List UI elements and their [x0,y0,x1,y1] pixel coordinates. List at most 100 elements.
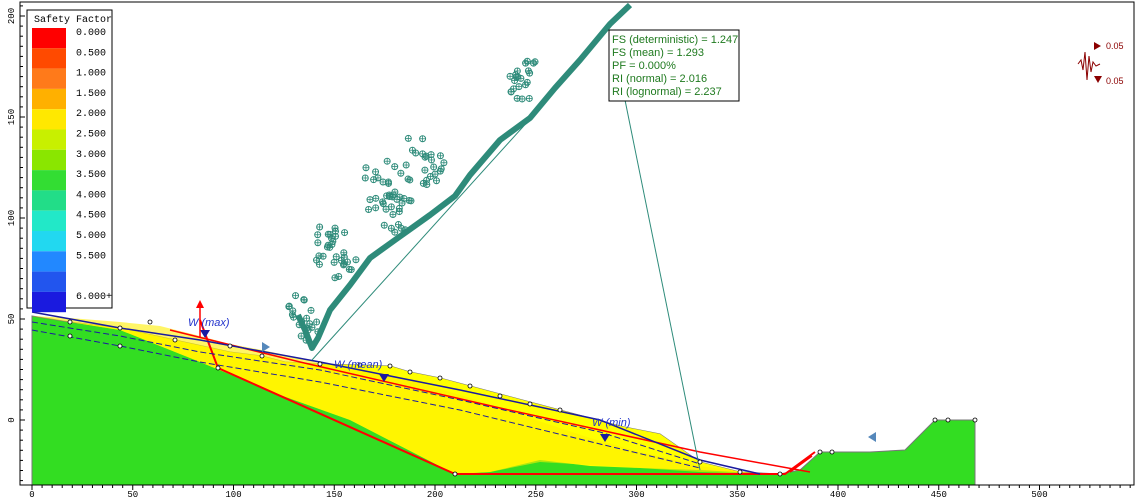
x-axis: 0 50 100 150 200 250 300 350 400 450 500 [20,484,1134,499]
water-label-min: W (min) [592,417,631,429]
x-tick-label: 350 [729,490,745,499]
vertex-marker [527,401,533,407]
vertex-marker [777,471,783,477]
x-tick-label: 150 [326,490,342,499]
x-tick-label: 200 [427,490,443,499]
vertex-marker [737,469,743,475]
slope-limit-marker-icon [868,432,876,442]
legend: Safety Factor 0.000 0.500 1.000 1.500 2.000 2… [26,9,113,313]
legend-label: 2.500 [76,130,106,141]
vertex-marker [172,337,178,343]
water-label-max: W (max) [188,317,230,329]
x-tick-label: 250 [528,490,544,499]
legend-swatch [32,129,66,150]
info-line-fs-mean: FS (mean) = 1.293 [612,47,704,59]
legend-label: 1.000 [76,69,106,80]
water-marker-icon [379,374,389,382]
legend-swatch [32,109,66,130]
seismic-horizontal-value: 0.05 [1106,41,1124,51]
vertex-marker [387,363,393,369]
vertex-marker [215,365,221,371]
scatter-points [285,57,539,344]
legend-swatch [32,190,66,211]
legend-label: 4.500 [76,211,106,222]
water-marker-icon [200,330,210,338]
water-marker-icon [600,434,610,442]
x-tick-label: 400 [830,490,846,499]
water-table-mean [31,321,701,465]
water-table-min [31,329,701,469]
vertex-marker [67,333,73,339]
legend-label: 1.500 [76,89,106,100]
y-tick-label: 100 [7,210,17,226]
seismic-vertical-value: 0.05 [1106,76,1124,86]
vertex-marker [117,325,123,331]
seismic-horizontal-arrow-icon [1094,42,1101,50]
vertex-marker [259,353,265,359]
info-line-pf: PF = 0.000% [612,60,676,72]
x-tick-label: 0 [29,490,34,499]
vertex-marker [817,449,823,455]
vertex-marker [67,319,73,325]
legend-swatch [32,68,66,89]
x-tick-label: 450 [931,490,947,499]
vertex-marker [697,459,703,465]
y-tick-label: 200 [7,8,17,24]
info-leader-line [624,99,701,471]
legend-label: 3.500 [76,170,106,181]
slope-limit-marker-icon [262,342,270,352]
legend-swatch [32,48,66,69]
vertex-marker [227,343,233,349]
legend-swatch [32,170,66,191]
vertex-marker [557,407,563,413]
legend-swatch [32,88,66,110]
vertex-marker [497,393,503,399]
legend-items: 0.000 0.500 1.000 1.500 2.000 2.500 3.000 3.500… [32,28,112,313]
seismic-wave-icon [1077,51,1101,81]
legend-label: 2.000 [76,109,106,120]
y-tick-label: 50 [7,314,17,325]
water-table-max [31,311,761,475]
legend-label: 5.500 [76,251,106,262]
info-line-fs-deterministic: FS (deterministic) = 1.247 [612,34,738,46]
vertex-marker [932,417,938,423]
vertex-marker [467,383,473,389]
legend-label: 4.000 [76,190,106,201]
vertex-marker [317,361,323,367]
trajectory-path [295,2,633,351]
legend-swatch [32,210,66,231]
legend-swatch [32,149,66,171]
seismic-vertical-arrow-icon [1094,76,1102,83]
vertex-marker [437,375,443,381]
vertex-marker [945,417,951,423]
trajectory-guide-line [311,107,541,361]
y-tick-label: 0 [7,417,17,422]
info-box [608,29,740,102]
x-tick-label: 100 [225,490,241,499]
x-tick-label: 500 [1031,490,1047,499]
boundary-vertices [67,319,978,477]
legend-title: Safety Factor [34,14,112,26]
legend-swatch [32,291,66,313]
legend-swatch [32,28,66,49]
legend-label: 0.500 [76,48,106,59]
vertex-marker [452,471,458,477]
vertex-marker [829,449,835,455]
vertex-marker [117,343,123,349]
vertex-marker [407,369,413,375]
x-tick-label: 300 [628,490,644,499]
vertex-marker [147,319,153,325]
arrow-head-icon [196,300,204,308]
legend-swatch [32,231,66,252]
info-line-ri-normal: RI (normal) = 2.016 [612,73,707,85]
slip-surface-top [169,329,811,473]
legend-label: 3.000 [76,150,106,161]
y-tick-label: 150 [7,109,17,125]
water-label-mean: W (mean) [334,359,383,371]
legend-label: 5.000 [76,231,106,242]
legend-swatch [32,251,66,272]
x-tick-label: 50 [127,490,138,499]
force-arrow [789,455,813,473]
vertex-marker [972,417,978,423]
